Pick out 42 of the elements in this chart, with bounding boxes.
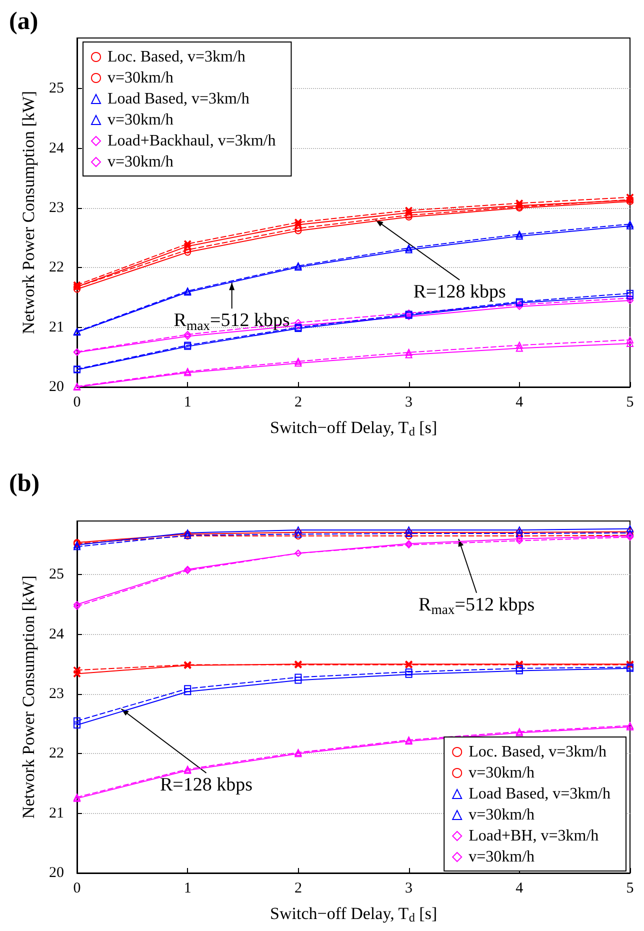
legend-label: v=30km/h <box>108 70 174 86</box>
annotation: R=128 kbps <box>413 281 506 302</box>
legend-label: Load+Backhaul, v=3km/h <box>108 132 276 150</box>
x-tick-label: 1 <box>184 880 192 896</box>
chart-title: (b) <box>9 470 40 497</box>
y-axis-title: Network Power Consumption [kW] <box>19 575 38 819</box>
legend-label: Load Based, v=3km/h <box>108 90 250 108</box>
y-axis-title: Network Power Consumption [kW] <box>19 90 38 334</box>
legend-label: Load+BH, v=3km/h <box>468 828 599 844</box>
y-tick-label: 21 <box>49 805 64 822</box>
annotation: R=128 kbps <box>160 774 253 796</box>
x-tick-label: 0 <box>73 880 81 896</box>
y-tick-label: 22 <box>49 746 64 762</box>
legend-label: v=30km/h <box>468 764 535 782</box>
x-tick-label: 5 <box>626 394 634 410</box>
chart-title: (a) <box>9 8 38 35</box>
y-tick-label: 20 <box>49 865 64 881</box>
legend-label: v=30km/h <box>108 154 174 170</box>
x-tick-label: 4 <box>516 394 524 410</box>
y-tick-label: 23 <box>49 200 64 216</box>
x-tick-label: 5 <box>626 880 634 896</box>
y-tick-label: 20 <box>49 379 64 395</box>
legend-label: Loc. Based, v=3km/h <box>108 48 246 66</box>
y-tick-label: 23 <box>49 686 64 702</box>
legend-label: v=30km/h <box>468 848 535 866</box>
legend-label: Loc. Based, v=3km/h <box>468 744 606 760</box>
x-tick-label: 3 <box>405 394 413 410</box>
x-tick-label: 0 <box>73 394 81 410</box>
x-tick-label: 2 <box>294 394 302 410</box>
y-tick-label: 25 <box>49 566 64 583</box>
legend-label: Load Based, v=3km/h <box>468 786 610 802</box>
legend-label: v=30km/h <box>468 806 535 824</box>
legend-label: v=30km/h <box>108 112 174 128</box>
y-tick-label: 24 <box>49 140 64 156</box>
y-tick-label: 21 <box>49 319 64 336</box>
x-tick-label: 3 <box>405 880 413 896</box>
y-tick-label: 22 <box>49 260 64 276</box>
x-tick-label: 4 <box>516 880 524 896</box>
x-tick-label: 2 <box>294 880 302 896</box>
y-tick-label: 25 <box>49 80 64 97</box>
x-tick-label: 1 <box>184 394 192 410</box>
y-tick-label: 24 <box>49 626 64 642</box>
